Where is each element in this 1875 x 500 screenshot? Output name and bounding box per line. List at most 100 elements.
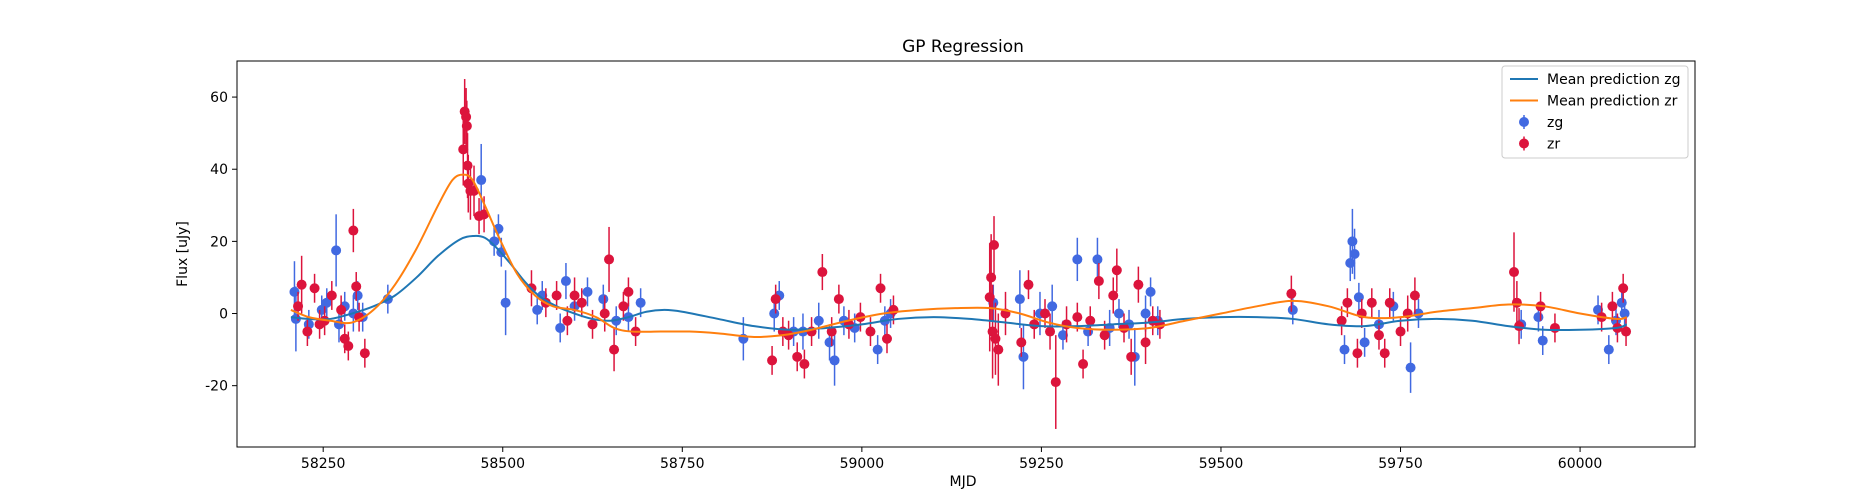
- y-axis: -20 0 20 40 60: [205, 90, 237, 395]
- data-point-zg: [1537, 335, 1548, 346]
- legend-swatch-marker: [1519, 117, 1529, 127]
- x-tick-label: 59000: [840, 456, 885, 472]
- data-point-zr: [1618, 283, 1629, 294]
- data-point-zr: [1111, 265, 1122, 276]
- data-point-zg: [1113, 308, 1124, 319]
- data-point-zr: [587, 319, 598, 330]
- data-point-zr: [351, 281, 362, 292]
- y-tick-label: -20: [205, 379, 228, 395]
- data-point-zr: [792, 351, 803, 362]
- data-point-zr: [1126, 351, 1137, 362]
- data-point-zg: [769, 308, 780, 319]
- data-point-zr: [359, 348, 370, 359]
- data-point-zr: [1549, 322, 1560, 333]
- data-point-zr: [461, 120, 472, 131]
- y-tick-label: 60: [210, 90, 228, 106]
- data-point-zg: [872, 344, 883, 355]
- data-point-zr: [336, 304, 347, 315]
- x-axis-label: MJD: [950, 474, 977, 490]
- data-point-zr: [1040, 308, 1051, 319]
- data-point-zr: [1366, 297, 1377, 308]
- data-point-zg: [1345, 258, 1356, 269]
- data-point-zr: [1384, 297, 1395, 308]
- data-point-zg: [1359, 337, 1370, 348]
- data-point-zg: [1145, 286, 1156, 297]
- data-point-zg: [1047, 301, 1058, 312]
- data-point-zr: [1511, 297, 1522, 308]
- data-point-zr: [1352, 348, 1363, 359]
- data-point-zg: [1349, 249, 1360, 259]
- data-point-zr: [770, 294, 781, 305]
- data-point-zr: [293, 301, 304, 312]
- data-point-zg: [582, 286, 593, 297]
- data-point-zr: [326, 290, 337, 301]
- x-tick-label: 60000: [1558, 456, 1603, 472]
- data-point-zg: [532, 304, 543, 315]
- legend-label: Mean prediction zg: [1547, 72, 1681, 88]
- plot-content: [289, 79, 1632, 429]
- data-point-zr: [817, 267, 828, 278]
- data-point-zr: [1108, 290, 1119, 301]
- data-point-zg: [321, 297, 332, 308]
- data-point-zr: [1029, 319, 1040, 330]
- data-point-zr: [1509, 267, 1520, 278]
- data-point-zr: [1286, 288, 1297, 299]
- x-tick-label: 59500: [1199, 456, 1244, 472]
- data-point-zr: [1016, 337, 1027, 348]
- data-point-zg: [352, 290, 363, 301]
- data-point-zr: [609, 344, 620, 355]
- data-point-zr: [479, 209, 490, 220]
- data-point-zr: [1336, 315, 1347, 326]
- data-point-zg: [1140, 308, 1151, 319]
- data-point-zr: [1023, 279, 1034, 290]
- data-point-zg: [1619, 308, 1630, 319]
- data-point-zg: [829, 355, 840, 366]
- data-point-zg: [635, 297, 646, 308]
- data-point-zr: [1607, 301, 1618, 312]
- data-point-zr: [296, 279, 307, 290]
- data-point-zr: [1072, 312, 1083, 323]
- data-point-zr: [551, 290, 562, 301]
- legend-box: [1501, 65, 1689, 159]
- x-tick-label: 58500: [480, 456, 525, 472]
- data-point-zr: [1379, 348, 1390, 359]
- data-point-zr: [1099, 330, 1110, 341]
- data-point-zg: [1603, 344, 1614, 355]
- mean-line-zg: [290, 234, 1628, 332]
- data-point-zr: [562, 315, 573, 326]
- y-tick-label: 0: [219, 307, 228, 323]
- x-tick-label: 58250: [301, 456, 346, 472]
- data-point-zr: [767, 355, 778, 366]
- legend-swatch-marker: [1519, 138, 1529, 149]
- data-point-zr: [569, 290, 580, 301]
- data-point-zg: [500, 297, 511, 308]
- data-point-zr: [604, 254, 615, 265]
- data-point-zg: [1057, 330, 1068, 341]
- data-point-zr: [865, 326, 876, 337]
- mean-line-zr: [290, 173, 1628, 339]
- data-point-zr: [799, 359, 810, 370]
- data-point-zg: [331, 245, 342, 256]
- data-point-zr: [1078, 359, 1089, 370]
- data-point-zg: [1072, 254, 1083, 265]
- data-point-zr: [576, 297, 587, 308]
- data-point-zr: [599, 308, 610, 319]
- data-point-zr: [1373, 330, 1384, 341]
- data-point-zg: [555, 322, 566, 333]
- data-point-zr: [1140, 337, 1151, 348]
- data-point-zr: [623, 286, 634, 297]
- chart-title: GP Regression: [902, 37, 1024, 57]
- data-point-zr: [1085, 315, 1096, 326]
- y-tick-label: 40: [210, 162, 228, 178]
- legend-label: zg: [1547, 115, 1563, 131]
- data-point-zr: [1621, 326, 1632, 337]
- data-point-zr: [833, 294, 844, 305]
- data-point-zr: [343, 340, 354, 351]
- x-tick-label: 59250: [1019, 456, 1064, 472]
- plot-frame: [236, 60, 1696, 448]
- data-point-zr: [986, 272, 997, 283]
- data-point-zr: [618, 301, 629, 312]
- data-point-zg: [1018, 351, 1029, 362]
- y-axis-label: Flux [uJy]: [175, 221, 191, 287]
